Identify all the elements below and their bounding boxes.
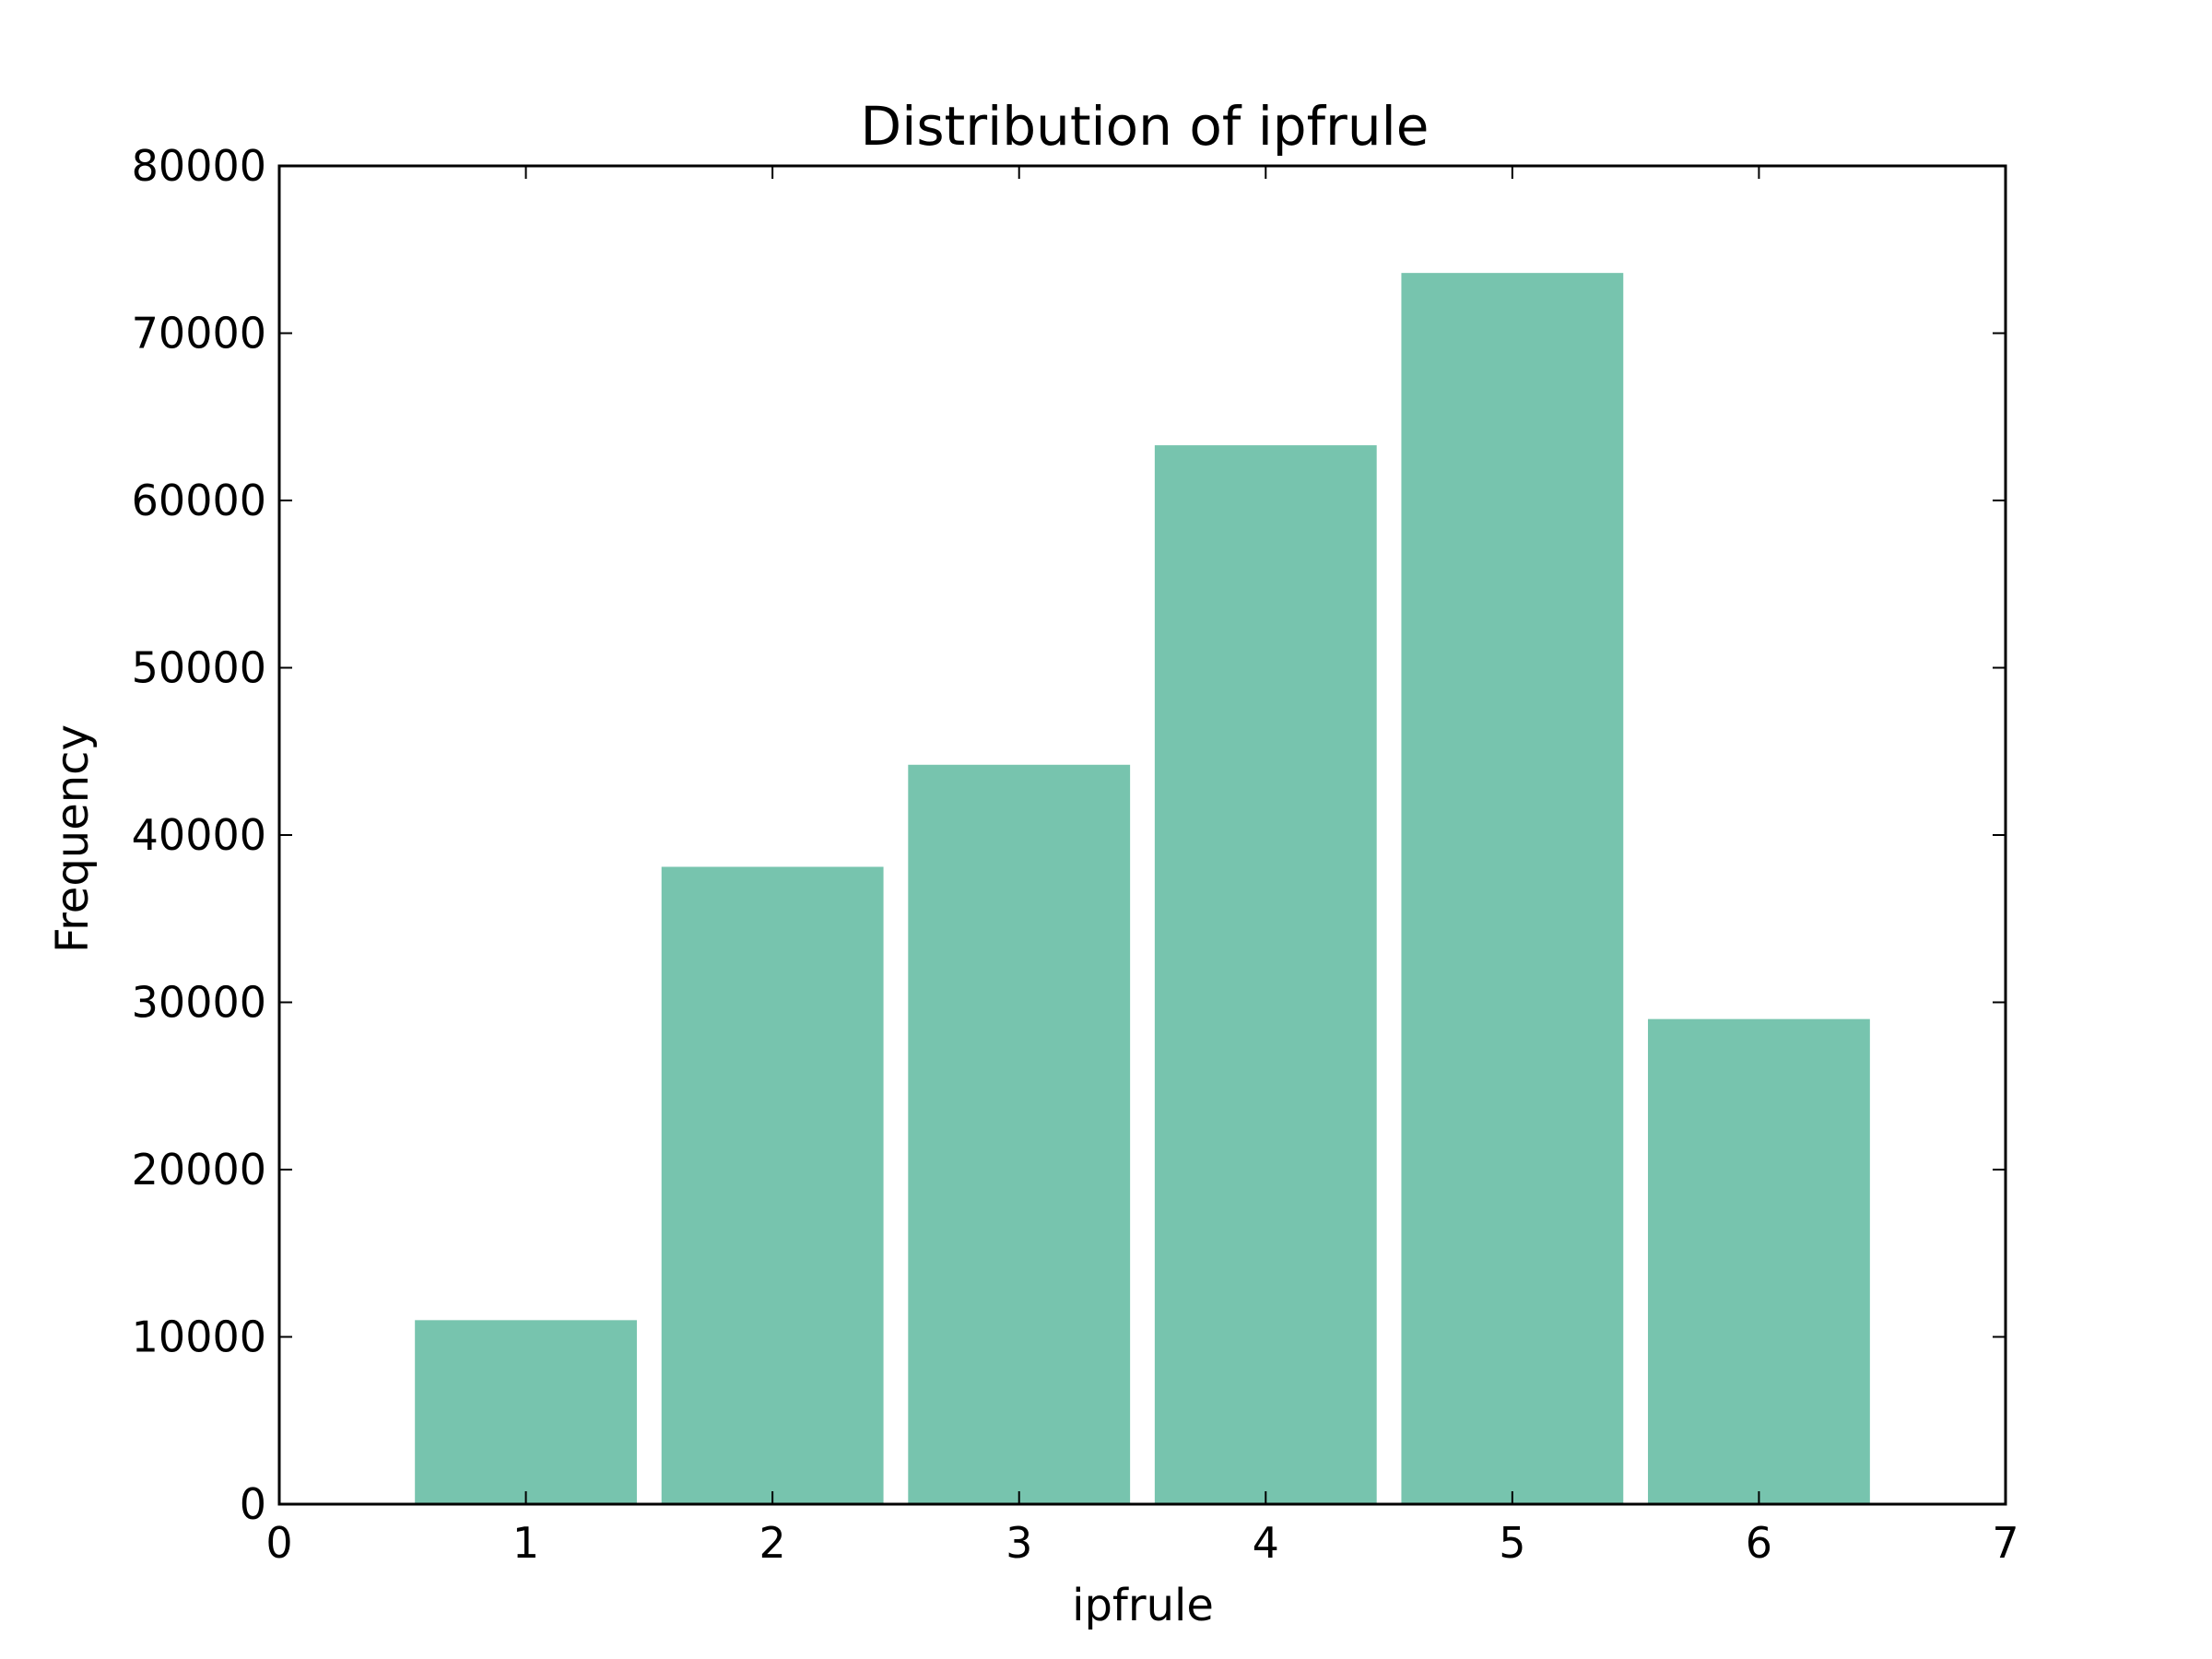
chart-title: Distribution of ipfrule bbox=[861, 95, 1430, 158]
x-axis-label: ipfrule bbox=[1072, 1580, 1214, 1631]
y-tick-label-10000: 10000 bbox=[132, 1312, 266, 1362]
y-tick-label-40000: 40000 bbox=[132, 810, 266, 860]
x-tick-label-3: 3 bbox=[1006, 1518, 1032, 1568]
y-axis-label: Frequency bbox=[47, 724, 99, 953]
x-tick-label-1: 1 bbox=[512, 1518, 539, 1568]
ticks-group bbox=[278, 165, 2006, 1505]
x-tick-label-7: 7 bbox=[1992, 1518, 2018, 1568]
x-tick-label-2: 2 bbox=[759, 1518, 786, 1568]
bar-3 bbox=[908, 764, 1131, 1504]
y-tick-label-0: 0 bbox=[240, 1479, 266, 1529]
tick-labels-group: 0 1 2 3 4 5 6 7 0 10000 20000 30000 40000 50000 60000 7… bbox=[132, 141, 2019, 1568]
x-tick-label-5: 5 bbox=[1499, 1518, 1525, 1568]
bar-4 bbox=[1154, 445, 1377, 1505]
bars-group bbox=[415, 273, 1870, 1505]
y-tick-label-80000: 80000 bbox=[132, 141, 266, 191]
y-tick-label-50000: 50000 bbox=[132, 643, 266, 693]
x-tick-label-4: 4 bbox=[1253, 1518, 1279, 1568]
x-tick-label-6: 6 bbox=[1746, 1518, 1772, 1568]
bar-1 bbox=[415, 1320, 637, 1504]
y-tick-label-30000: 30000 bbox=[132, 978, 266, 1028]
bar-2 bbox=[661, 866, 884, 1504]
y-tick-label-20000: 20000 bbox=[132, 1145, 266, 1194]
bar-5 bbox=[1401, 273, 1624, 1504]
bar-6 bbox=[1648, 1018, 1870, 1504]
y-tick-label-60000: 60000 bbox=[132, 476, 266, 525]
x-tick-label-0: 0 bbox=[265, 1518, 292, 1568]
y-tick-label-70000: 70000 bbox=[132, 309, 266, 359]
